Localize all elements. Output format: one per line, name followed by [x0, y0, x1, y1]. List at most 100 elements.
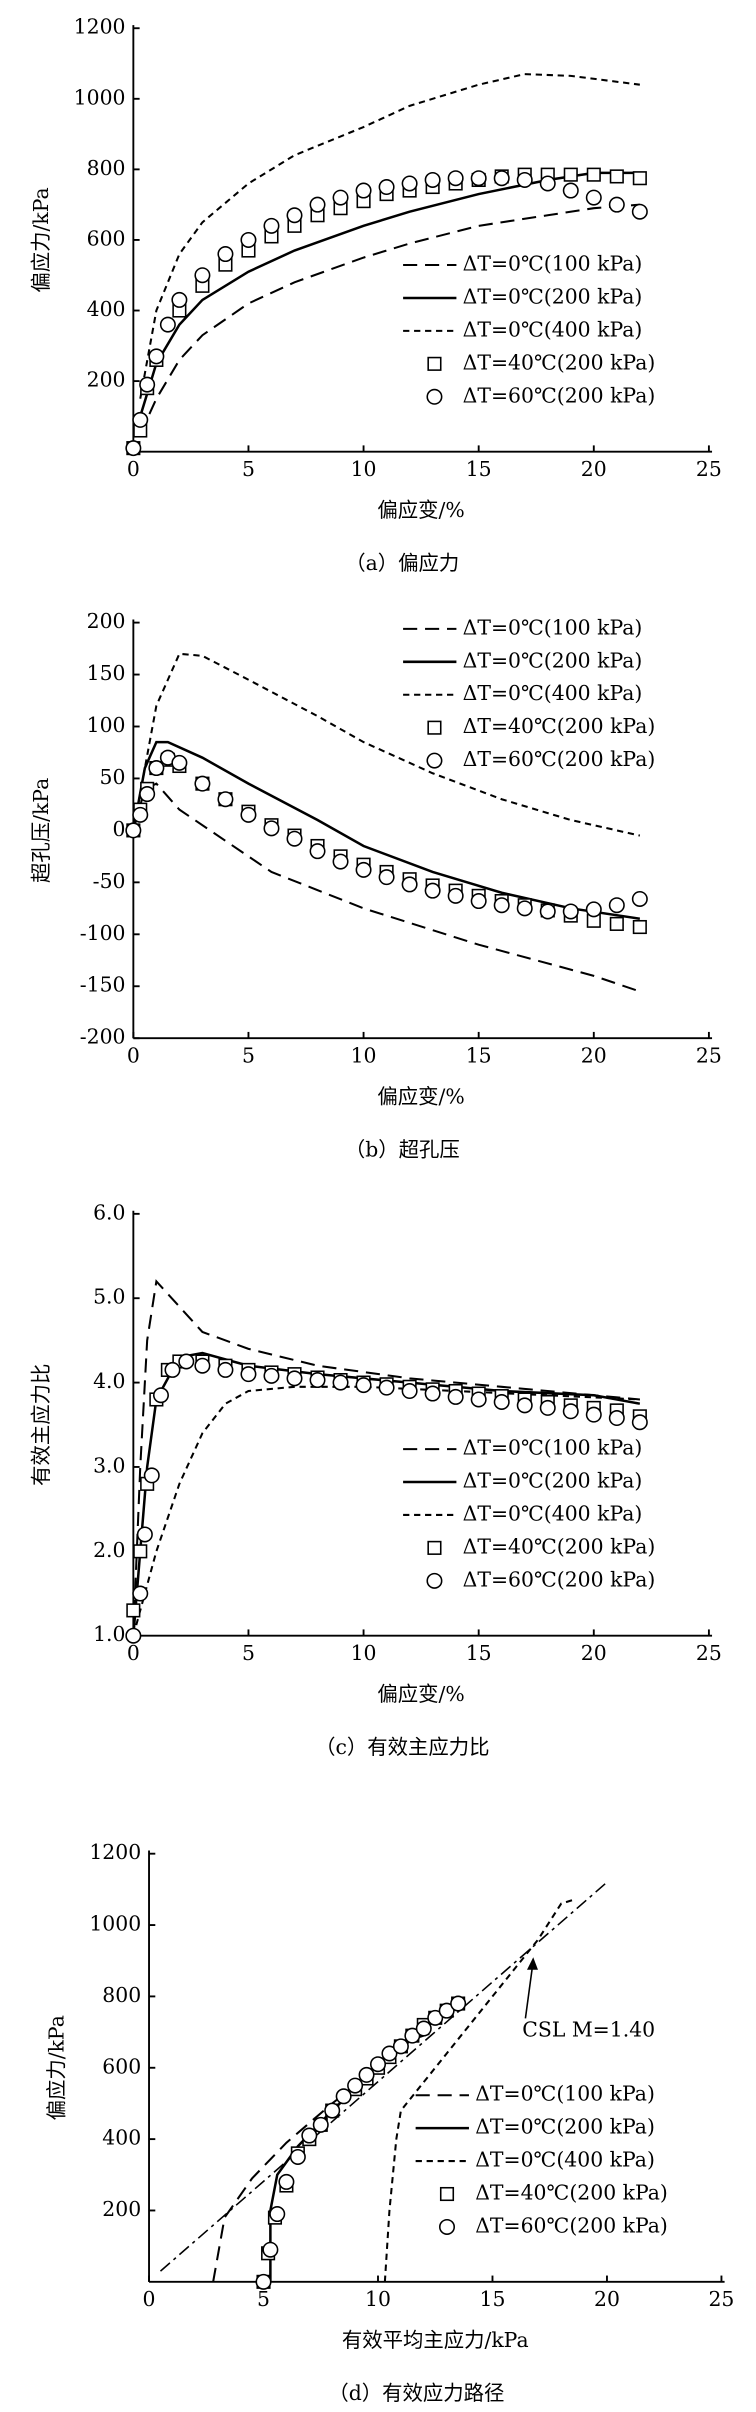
data-point: [516, 900, 533, 917]
data-point: [608, 1410, 625, 1427]
x-tick-label: 5: [242, 457, 255, 481]
y-tick-label: -50: [93, 869, 126, 893]
legend-label: ΔT=40℃(200 kPa): [475, 2181, 668, 2205]
legend-label: ΔT=0℃(400 kPa): [463, 681, 643, 705]
caption: （c）有效主应力比: [315, 1735, 489, 1759]
x-tick-label: 15: [466, 457, 492, 481]
series-line: [383, 1899, 573, 2282]
x-tick-label: 10: [351, 1044, 377, 1068]
y-tick-label: 600: [102, 2054, 141, 2078]
data-point: [194, 267, 211, 284]
y-tick-label: 800: [87, 156, 126, 180]
y-tick-label: -200: [80, 1025, 126, 1049]
y-axis-label: 有效主应力比: [29, 1364, 53, 1486]
x-tick-label: 0: [143, 2287, 156, 2311]
data-point: [286, 1370, 303, 1387]
y-tick-label: 800: [102, 1983, 141, 2007]
x-tick-label: 10: [351, 1641, 377, 1665]
data-point: [632, 171, 647, 186]
data-point: [415, 2020, 432, 2037]
data-point: [631, 890, 648, 907]
data-point: [164, 1361, 181, 1378]
data-point: [401, 175, 418, 192]
series-line: [139, 171, 640, 417]
data-point: [585, 901, 602, 918]
legend-label: ΔT=40℃(200 kPa): [463, 350, 656, 374]
x-axis-label: 偏应变/%: [377, 1682, 464, 1706]
data-point: [133, 1544, 148, 1559]
y-tick-label: 1200: [89, 1840, 141, 1864]
data-point: [401, 876, 418, 893]
data-point: [450, 1995, 467, 2012]
y-tick-label: 200: [87, 609, 126, 633]
x-tick-label: 15: [480, 2287, 506, 2311]
data-point: [286, 830, 303, 847]
data-point: [370, 2056, 386, 2073]
data-point: [355, 1377, 372, 1394]
legend-label: ΔT=60℃(200 kPa): [475, 2213, 668, 2237]
data-point: [493, 1393, 510, 1410]
data-point: [289, 2148, 306, 2165]
legend-label: ΔT=0℃(200 kPa): [463, 1469, 643, 1493]
data-point: [269, 2206, 286, 2223]
x-tick-label: 20: [581, 1641, 607, 1665]
data-point: [152, 1387, 169, 1404]
legend-label: ΔT=0℃(400 kPa): [463, 317, 643, 341]
data-point: [585, 189, 602, 206]
data-point: [309, 1372, 326, 1389]
data-point: [493, 170, 510, 187]
x-tick-label: 15: [466, 1044, 492, 1068]
x-tick-label: 20: [594, 2287, 620, 2311]
x-tick-label: 10: [351, 457, 377, 481]
data-point: [493, 897, 510, 914]
data-point: [447, 170, 464, 187]
data-point: [424, 882, 441, 899]
x-axis-label: 偏应变/%: [377, 498, 464, 522]
legend-label: ΔT=0℃(100 kPa): [463, 1436, 643, 1460]
data-point: [562, 182, 579, 199]
legend-swatch: [426, 1572, 443, 1589]
y-tick-label: 4.0: [93, 1369, 125, 1393]
annotation-arrowhead: [526, 1957, 538, 1970]
series-line: [269, 1998, 459, 2282]
legend-swatch: [427, 356, 442, 371]
y-tick-label: 200: [102, 2197, 141, 2221]
caption: （b）超孔压: [345, 1138, 460, 1162]
series-line: [132, 740, 641, 920]
y-tick-label: 0: [113, 817, 126, 841]
data-point: [447, 1388, 464, 1405]
y-tick-label: -100: [80, 921, 126, 945]
legend-swatch: [427, 720, 442, 735]
data-point: [378, 1379, 395, 1396]
data-point: [217, 246, 234, 263]
data-point: [470, 1391, 487, 1408]
x-axis-label: 偏应变/%: [377, 1084, 464, 1108]
legend-swatch: [439, 2186, 455, 2202]
data-point: [139, 786, 156, 803]
series-line: [132, 1385, 640, 1636]
data-point: [263, 217, 280, 234]
data-point: [194, 775, 211, 792]
data-point: [516, 1397, 533, 1414]
data-point: [194, 1357, 211, 1374]
data-point: [143, 1467, 160, 1484]
data-point: [539, 175, 556, 192]
data-point: [424, 171, 441, 188]
data-point: [358, 2066, 375, 2083]
data-point: [301, 2127, 318, 2144]
series-line: [212, 2031, 436, 2283]
annotation-arrow: [524, 1960, 535, 2019]
data-point: [125, 822, 142, 839]
data-point: [171, 754, 188, 771]
legend-label: ΔT=60℃(200 kPa): [463, 747, 656, 771]
data-point: [263, 1367, 280, 1384]
x-tick-label: 25: [696, 1641, 722, 1665]
data-point: [631, 1414, 648, 1431]
data-point: [139, 376, 156, 393]
x-tick-label: 5: [257, 2287, 270, 2311]
data-point: [278, 2173, 295, 2190]
data-point: [309, 843, 326, 860]
x-tick-label: 25: [696, 1044, 722, 1068]
